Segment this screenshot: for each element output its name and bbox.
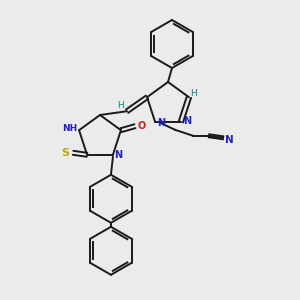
- Text: O: O: [138, 121, 146, 131]
- Text: H: H: [117, 101, 124, 110]
- Text: H: H: [190, 89, 197, 98]
- Text: S: S: [61, 148, 69, 158]
- Text: N: N: [183, 116, 191, 126]
- Text: NH: NH: [62, 124, 78, 133]
- Text: N: N: [225, 135, 233, 145]
- Text: N: N: [157, 118, 165, 128]
- Text: N: N: [114, 150, 122, 160]
